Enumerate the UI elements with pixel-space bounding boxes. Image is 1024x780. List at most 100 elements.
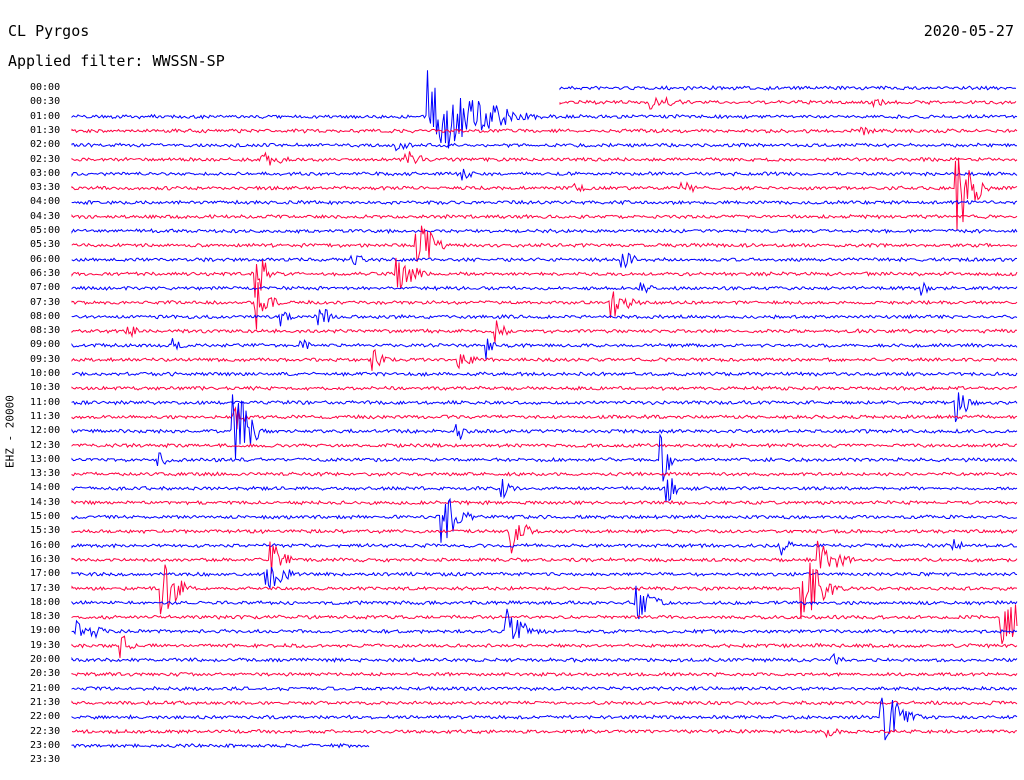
time-label: 07:00 xyxy=(30,282,61,294)
trace-line xyxy=(71,385,1018,392)
time-label: 23:00 xyxy=(30,739,61,751)
trace-line xyxy=(71,523,1018,554)
trace-line xyxy=(71,728,1018,739)
trace-line xyxy=(71,151,1018,166)
trace-line xyxy=(71,442,1018,449)
time-label: 11:30 xyxy=(30,410,61,422)
time-label: 13:00 xyxy=(30,453,61,465)
trace-line xyxy=(71,539,1018,556)
time-label: 09:30 xyxy=(30,353,61,365)
trace-line xyxy=(71,540,1018,574)
time-label: 19:00 xyxy=(30,625,61,637)
time-label: 12:30 xyxy=(30,439,61,451)
trace-line xyxy=(71,697,1018,741)
trace-line xyxy=(71,433,1018,482)
time-label: 17:30 xyxy=(30,582,61,594)
time-label: 00:00 xyxy=(30,82,61,93)
time-label: 06:30 xyxy=(30,267,61,279)
trace-line xyxy=(71,471,1018,477)
time-label: 20:00 xyxy=(30,654,61,665)
trace-line xyxy=(71,604,1018,645)
trace-line xyxy=(71,478,1018,503)
trace-line xyxy=(71,562,1018,620)
trace-line xyxy=(71,371,1018,377)
trace-line xyxy=(71,635,1018,658)
trace-line xyxy=(71,652,1018,665)
time-label: 11:00 xyxy=(30,396,61,408)
time-label: 09:00 xyxy=(30,339,61,351)
time-label: 16:30 xyxy=(30,553,61,565)
time-label: 03:00 xyxy=(30,167,61,179)
trace-line xyxy=(71,70,1018,149)
time-label: 22:00 xyxy=(30,711,61,723)
time-label: 17:00 xyxy=(30,568,61,580)
time-label: 02:30 xyxy=(30,153,61,165)
time-label: 00:30 xyxy=(30,96,61,108)
time-label: 23:30 xyxy=(30,754,61,766)
time-label: 05:30 xyxy=(30,239,61,251)
time-label: 03:30 xyxy=(30,182,61,194)
time-label: 08:30 xyxy=(30,325,61,337)
trace-line xyxy=(71,257,1018,298)
time-label: 08:00 xyxy=(30,310,61,322)
time-label: 06:00 xyxy=(30,253,61,265)
trace-line xyxy=(71,499,1018,506)
time-label: 18:30 xyxy=(30,611,61,623)
trace-line xyxy=(71,394,1018,459)
time-label: 13:30 xyxy=(30,468,61,480)
trace-line xyxy=(71,126,1018,136)
trace-line xyxy=(71,685,1018,692)
trace-line xyxy=(71,252,1018,269)
time-label: 12:00 xyxy=(30,425,61,437)
trace-line xyxy=(71,392,1018,423)
time-label: 15:00 xyxy=(30,511,61,522)
trace-line xyxy=(71,225,1018,263)
time-label: 18:00 xyxy=(30,596,61,608)
time-label: 01:30 xyxy=(30,124,61,136)
time-label: 04:00 xyxy=(30,196,61,208)
trace-line xyxy=(71,742,370,749)
trace-line xyxy=(71,213,1018,220)
trace-line xyxy=(71,671,1018,677)
trace-line xyxy=(71,608,1018,640)
trace-line xyxy=(71,168,1018,181)
time-label: 05:00 xyxy=(30,225,61,236)
time-axis: 00:00 00:30 01:00 01:30 02:00 02:30 03:00 03:30… xyxy=(0,0,70,780)
time-label: 22:30 xyxy=(30,725,61,737)
time-label: 10:00 xyxy=(30,368,61,379)
trace-line xyxy=(71,308,1018,327)
trace-line xyxy=(71,158,1018,231)
time-label: 07:30 xyxy=(30,296,61,308)
trace-line xyxy=(71,349,1018,371)
trace-line xyxy=(71,699,1018,706)
time-label: 01:00 xyxy=(30,110,61,122)
time-label: 02:00 xyxy=(30,139,61,151)
time-label: 04:30 xyxy=(30,210,61,222)
time-label: 21:30 xyxy=(30,696,61,708)
time-label: 16:00 xyxy=(30,539,61,551)
trace-line xyxy=(71,320,1018,343)
trace-line xyxy=(71,585,1018,620)
station-title: CL Pyrgos xyxy=(8,22,90,40)
trace-line xyxy=(71,228,1018,235)
trace-line xyxy=(71,566,1018,590)
time-label: 14:30 xyxy=(30,496,61,508)
trace-line xyxy=(71,142,1017,152)
filter-label: Applied filter: WWSSN-SP xyxy=(8,52,225,70)
trace-line xyxy=(71,199,1018,206)
time-label: 15:30 xyxy=(30,525,61,537)
time-label: 14:00 xyxy=(30,482,61,494)
trace-line xyxy=(71,497,1018,543)
trace-line xyxy=(71,282,1018,330)
trace-line xyxy=(71,281,1018,296)
time-label: 10:30 xyxy=(30,382,61,394)
date-label: 2020-05-27 xyxy=(923,22,1014,40)
trace-line xyxy=(559,85,1017,91)
trace-line xyxy=(71,406,1018,430)
time-label: 20:30 xyxy=(30,668,61,680)
time-label: 19:30 xyxy=(30,639,61,651)
time-label: 21:00 xyxy=(30,682,61,694)
trace-line xyxy=(71,338,1018,360)
trace-line xyxy=(559,95,1017,110)
